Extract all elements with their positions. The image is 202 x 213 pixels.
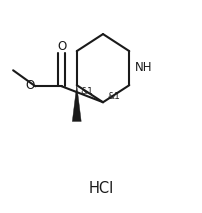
Text: HCl: HCl — [88, 181, 114, 196]
Polygon shape — [72, 85, 81, 121]
Text: &1: &1 — [81, 87, 94, 96]
Text: O: O — [57, 40, 66, 53]
Text: O: O — [26, 79, 35, 92]
Text: &1: &1 — [107, 92, 120, 101]
Text: NH: NH — [135, 60, 153, 74]
